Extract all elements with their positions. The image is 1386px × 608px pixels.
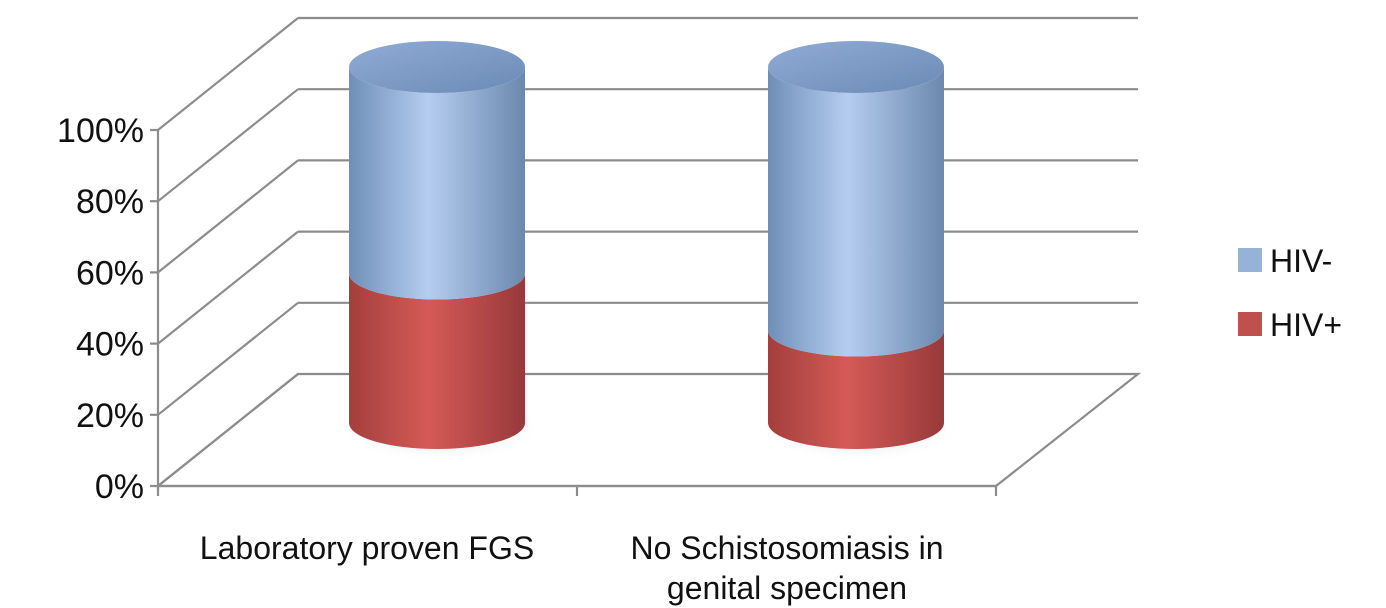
bar-hiv-positive xyxy=(768,330,944,449)
gridlines xyxy=(157,16,1138,487)
y-tick-label: 20% xyxy=(76,397,144,435)
gridline-side xyxy=(157,88,299,203)
bar-hiv-negative xyxy=(768,67,944,357)
gridline-side xyxy=(157,230,299,345)
gridline-side xyxy=(157,17,299,131)
category-label: genital specimen xyxy=(667,570,907,606)
bar-top-cap xyxy=(349,41,525,93)
legend-label: HIV- xyxy=(1270,243,1332,279)
bar-stack xyxy=(758,41,962,463)
y-tick-label: 60% xyxy=(76,254,144,292)
legend: HIV- HIV+ xyxy=(1238,243,1342,343)
bar-hiv-negative xyxy=(349,67,526,300)
gridline-side xyxy=(157,373,299,487)
category-label: No Schistosomiasis in xyxy=(631,530,944,566)
chart-frame xyxy=(154,372,1142,488)
bar-stack xyxy=(339,41,543,463)
gridline-side xyxy=(157,301,299,416)
legend-swatch xyxy=(1238,312,1262,336)
bar-top-cap xyxy=(768,41,944,93)
bar-hiv-positive xyxy=(349,273,526,449)
y-tick-label: 40% xyxy=(76,326,144,364)
y-tick-label: 80% xyxy=(76,183,144,221)
category-label: Laboratory proven FGS xyxy=(200,530,534,566)
y-tick-label: 0% xyxy=(95,468,144,506)
gridline-side xyxy=(157,159,299,274)
y-tick-label: 100% xyxy=(57,112,144,150)
legend-label: HIV+ xyxy=(1270,307,1342,343)
bars xyxy=(339,41,962,463)
category-labels: Laboratory proven FGS No Schistosomiasis … xyxy=(200,530,944,606)
legend-swatch xyxy=(1238,248,1262,272)
floor-plane xyxy=(154,372,1142,488)
y-tick-labels: 0% 20% 40% 60% 80% 100% xyxy=(57,112,144,506)
axes xyxy=(150,128,998,496)
